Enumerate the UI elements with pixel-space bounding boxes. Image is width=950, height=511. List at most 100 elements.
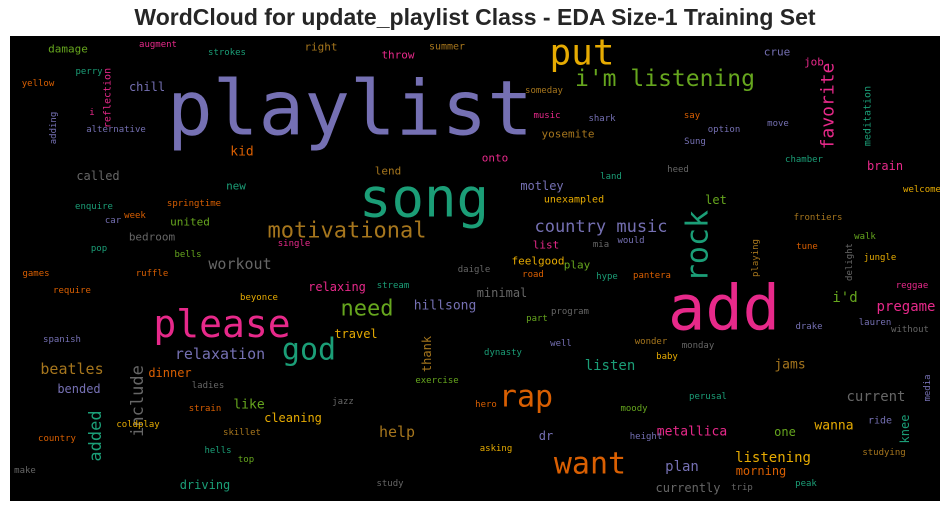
word-98: delight <box>845 243 855 281</box>
word-129: music <box>533 111 560 121</box>
word-61: week <box>124 211 146 221</box>
word-116: welcome <box>903 185 940 195</box>
word-104: without <box>891 325 929 335</box>
word-27: listening <box>735 450 811 466</box>
word-66: ruffle <box>136 269 169 279</box>
word-68: require <box>53 286 91 296</box>
word-142: i <box>89 108 94 118</box>
word-88: part <box>526 314 548 324</box>
word-128: shark <box>588 114 616 124</box>
word-78: make <box>14 466 36 476</box>
word-71: ladies <box>192 381 225 391</box>
word-111: height <box>630 432 663 442</box>
word-53: chill <box>129 80 165 94</box>
word-102: reggae <box>896 281 929 291</box>
word-84: exercise <box>415 376 458 386</box>
word-41: thank <box>420 335 434 372</box>
word-108: baby <box>656 352 678 362</box>
word-121: job <box>804 56 824 69</box>
word-123: option <box>708 125 741 135</box>
word-77: top <box>238 455 254 465</box>
word-141: adding <box>49 112 59 145</box>
word-60: enquire <box>75 202 113 212</box>
word-3: please <box>153 302 290 346</box>
word-139: alternative <box>86 125 146 135</box>
word-56: new <box>226 180 246 193</box>
word-group: playlistaddsongpleaseputwantgodraprocki'… <box>14 36 940 495</box>
word-75: country <box>38 434 77 444</box>
word-26: current <box>846 389 905 405</box>
word-127: land <box>600 172 622 182</box>
word-115: peak <box>795 479 817 489</box>
word-19: help <box>379 423 415 441</box>
word-109: perusal <box>689 392 727 402</box>
word-134: right <box>304 41 337 54</box>
word-57: united <box>170 216 210 229</box>
word-44: motley <box>520 179 563 193</box>
word-23: minimal <box>477 286 528 300</box>
word-95: pantera <box>633 271 671 281</box>
word-83: hero <box>475 400 497 410</box>
word-47: list <box>533 239 560 252</box>
word-67: games <box>22 269 49 279</box>
word-101: frontiers <box>794 213 843 223</box>
word-33: one <box>774 425 796 439</box>
word-138: yellow <box>22 79 55 89</box>
word-25: i'd <box>832 290 857 306</box>
word-9: i'm listening <box>575 66 755 92</box>
word-124: say <box>684 111 701 121</box>
word-15: include <box>128 365 148 437</box>
word-112: studying <box>862 448 905 458</box>
word-58: bedroom <box>129 231 176 244</box>
word-37: cleaning <box>264 411 322 425</box>
word-7: rap <box>499 380 553 415</box>
word-130: yosemite <box>542 128 595 141</box>
word-81: asking <box>480 444 513 454</box>
word-43: currently <box>655 481 720 495</box>
word-59: springtime <box>167 199 221 209</box>
word-119: meditation <box>863 86 874 146</box>
word-82: dr <box>539 429 553 443</box>
word-12: country music <box>534 217 667 237</box>
word-36: like <box>233 398 264 413</box>
wordcloud-background <box>10 36 940 501</box>
word-49: unexampled <box>544 195 604 206</box>
word-69: beyonce <box>240 293 278 303</box>
word-40: travel <box>334 327 377 341</box>
word-110: moody <box>620 404 648 414</box>
word-17: workout <box>208 255 271 273</box>
word-125: Sung <box>684 137 706 147</box>
word-74: skillet <box>223 428 261 438</box>
word-140: reflection <box>103 68 114 128</box>
word-120: crue <box>764 46 791 59</box>
word-51: lend <box>375 165 402 178</box>
word-62: car <box>105 216 122 226</box>
word-118: chamber <box>785 155 824 165</box>
word-99: walk <box>854 232 876 242</box>
word-20: listen <box>585 358 636 374</box>
word-28: metallica <box>657 425 727 440</box>
word-133: throw <box>381 49 414 62</box>
word-136: augment <box>139 40 177 50</box>
word-114: trip <box>731 483 753 493</box>
word-21: relaxing <box>308 280 366 294</box>
word-79: jazz <box>332 397 354 407</box>
word-34: knee <box>898 415 912 444</box>
word-35: ride <box>868 416 892 427</box>
word-46: play <box>564 259 591 272</box>
word-89: stream <box>377 281 410 291</box>
word-103: lauren <box>859 318 892 328</box>
word-72: strain <box>189 404 222 414</box>
word-13: favorite <box>818 63 839 150</box>
word-1: add <box>668 272 780 345</box>
word-132: summer <box>429 42 465 53</box>
word-30: morning <box>736 464 787 478</box>
word-5: want <box>554 447 626 482</box>
word-107: wonder <box>635 337 668 347</box>
word-10: motivational <box>268 219 427 244</box>
word-14: added <box>86 410 106 461</box>
word-38: dinner <box>148 366 191 380</box>
word-6: god <box>282 333 336 368</box>
word-137: perry <box>75 67 103 77</box>
word-93: would <box>617 236 644 246</box>
